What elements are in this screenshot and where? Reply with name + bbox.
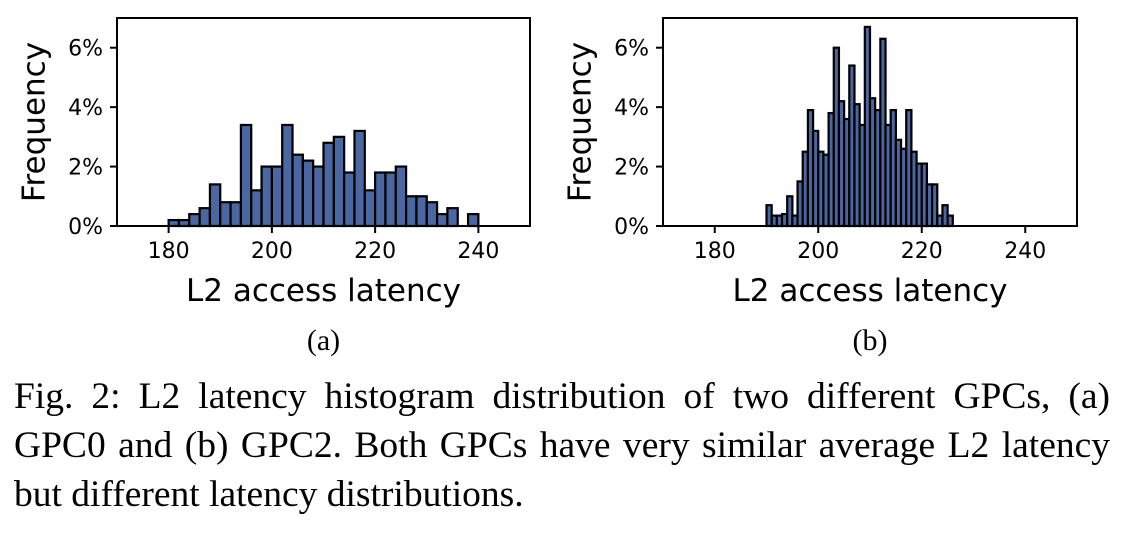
panel-a-bar xyxy=(312,165,325,228)
panel-a-bar xyxy=(425,201,439,228)
panel-b-y-tick-label: 4% xyxy=(614,96,649,121)
panel-b-y-tick-label: 6% xyxy=(614,37,649,62)
panel-a-y-axis-label: Frequency xyxy=(17,42,53,202)
panel-a-bar xyxy=(188,213,201,228)
panel-b-x-tick-label: 180 xyxy=(694,239,736,264)
panel-a-bar xyxy=(239,123,253,228)
panel-a-bar xyxy=(353,129,366,228)
panel-a-bar xyxy=(301,159,315,228)
panel-a-bar xyxy=(291,153,304,228)
panel-a-bar xyxy=(343,171,356,228)
panel-a-x-tick-label: 200 xyxy=(251,239,293,264)
panel-b-bar xyxy=(946,214,954,228)
panel-b-subtitle: (b) xyxy=(853,324,888,357)
panel-b-y-tick-label: 2% xyxy=(614,156,649,181)
panel-a-bar xyxy=(260,165,273,228)
panel-b-x-tick-label: 200 xyxy=(797,239,839,264)
panel-a-bar xyxy=(198,207,212,228)
panel-b-x-axis-label: L2 access latency xyxy=(732,273,1007,309)
panel-a-bar xyxy=(435,213,449,228)
panel-a-x-tick-label: 240 xyxy=(457,239,499,264)
panel-a-bar xyxy=(270,165,284,228)
panel-b-x-tick-label: 220 xyxy=(901,239,943,264)
panel-a-bar xyxy=(332,135,346,228)
panel-a-axes-frame xyxy=(116,17,531,227)
panel-a-bar xyxy=(322,141,335,228)
panel-b-axes-frame xyxy=(662,17,1078,227)
figure-canvas: 180 200 220 240 0% 2% 4% 6% L2 access latency Fre… xyxy=(17,17,1078,357)
panel-a-bar xyxy=(466,213,480,228)
panel-a-y-tick-label: 0% xyxy=(68,215,103,240)
panel-a-y-tick-label: 6% xyxy=(68,37,103,62)
panel-a-y-tick-label: 4% xyxy=(68,96,103,121)
panel-a-bar xyxy=(394,165,408,228)
panel-a-bar xyxy=(384,171,397,228)
panel-a-bar xyxy=(208,183,222,228)
panel-b-y-axis-label: Frequency xyxy=(563,42,599,202)
panel-a-bar xyxy=(405,195,418,228)
panel-a-x-tick-label: 180 xyxy=(148,239,190,264)
panel-a-x-axis-label: L2 access latency xyxy=(186,273,461,309)
panel-a-bar xyxy=(374,171,387,228)
panel-a-x-tick-label: 220 xyxy=(354,239,396,264)
panel-a-subtitle: (a) xyxy=(307,324,340,357)
panel-a-bar xyxy=(219,201,232,228)
panel-a-bar xyxy=(229,201,242,228)
panel-a-bar xyxy=(281,123,294,228)
figure-caption: Fig. 2: L2 latency histogram distributio… xyxy=(14,376,1110,515)
panel-b-y-tick-label: 0% xyxy=(614,215,649,240)
panel-a-y-tick-label: 2% xyxy=(68,156,103,181)
panel-b-x-tick-label: 240 xyxy=(1004,239,1046,264)
panel-a-bar xyxy=(446,207,459,228)
panel-a-bar xyxy=(415,195,428,228)
panel-a-bar xyxy=(250,189,263,228)
panel-a-bar xyxy=(363,189,377,228)
